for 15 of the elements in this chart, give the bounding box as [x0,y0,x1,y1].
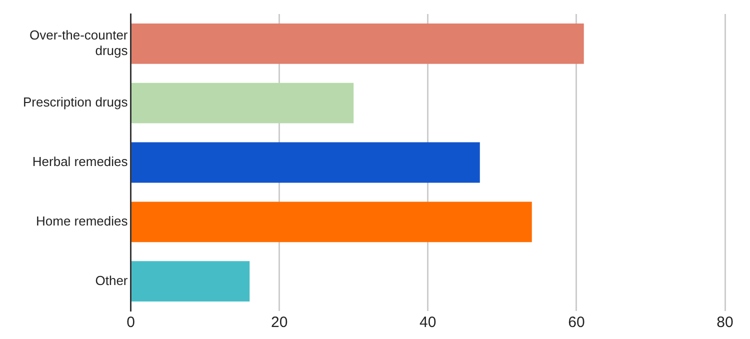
x-tick-label: 80 [716,314,734,332]
x-tick-label: 60 [568,314,585,332]
x-tick-label: 0 [126,314,135,332]
bar [132,82,354,124]
y-tick-label: Other [95,272,128,288]
y-tick-label: Over-the-counter drugs [30,27,128,58]
bar [132,142,480,183]
x-tick-label: 20 [270,314,288,332]
bar [132,261,250,302]
y-tick-label: Prescription drugs [22,94,128,110]
y-tick-label: Herbal remedies [32,154,128,170]
x-tick-label: 40 [420,314,436,332]
bar [132,24,584,64]
bar [132,202,532,242]
y-tick-label: Home remedies [36,213,128,228]
